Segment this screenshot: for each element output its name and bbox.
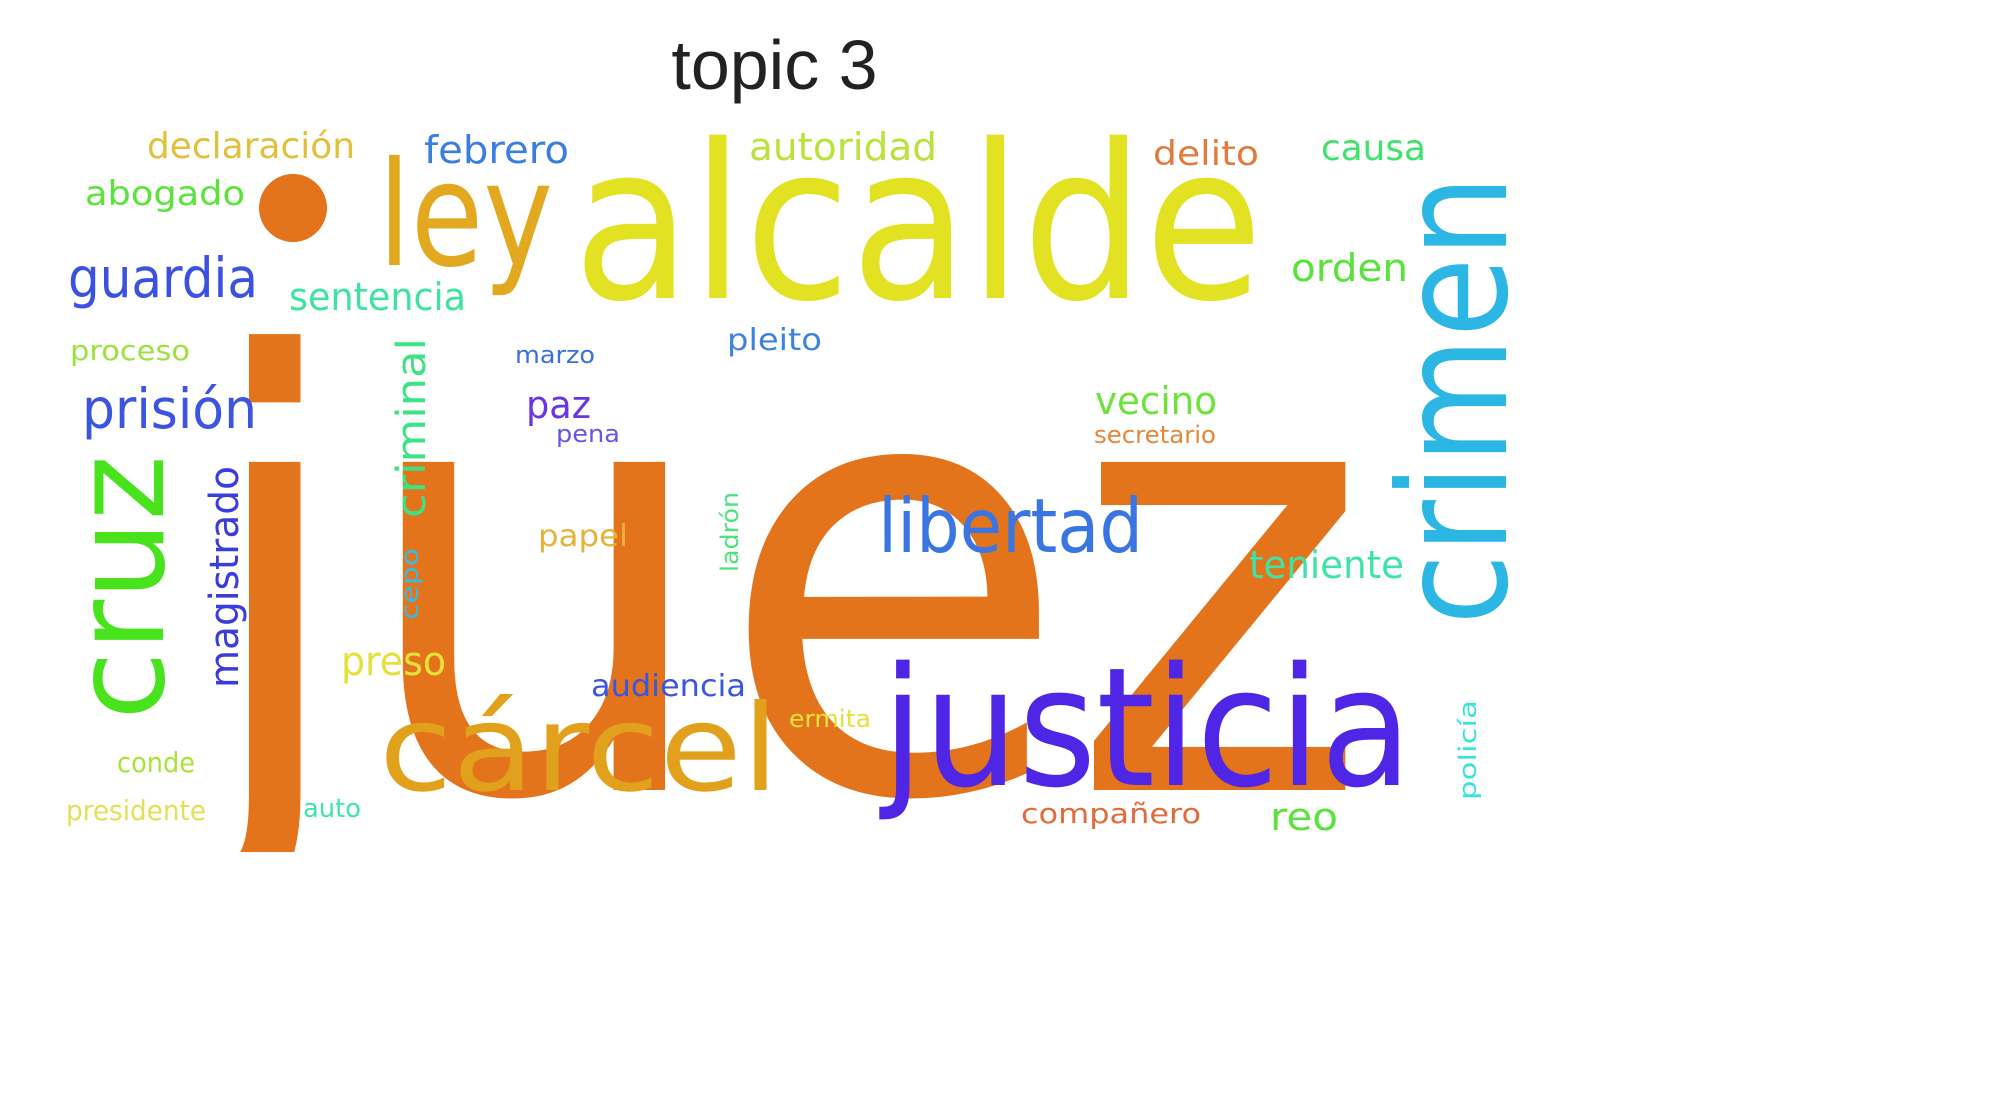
word-magistrado: magistrado bbox=[202, 466, 248, 688]
word-pena: pena bbox=[556, 420, 620, 448]
word-juez: juez bbox=[177, 233, 1370, 852]
word-audiencia: audiencia bbox=[591, 669, 746, 704]
chart-title: topic 3 bbox=[671, 26, 878, 104]
word-pleito: pleito bbox=[727, 323, 822, 358]
word-abogado: abogado bbox=[85, 174, 245, 214]
word-guardia: guardia bbox=[68, 246, 258, 310]
word-conde: conde bbox=[117, 746, 195, 779]
word-prisión: prisión bbox=[82, 377, 257, 441]
word-autoridad: autoridad bbox=[749, 125, 937, 169]
word-compañero: compañero bbox=[1021, 797, 1201, 830]
word-cárcel: cárcel bbox=[379, 680, 779, 819]
word-papel: papel bbox=[538, 519, 628, 554]
word-ermita: ermita bbox=[789, 705, 871, 733]
word-policía: policía bbox=[1454, 700, 1482, 800]
word-vecino: vecino bbox=[1095, 379, 1217, 423]
word-causa: causa bbox=[1321, 128, 1426, 169]
dot-shape bbox=[259, 174, 327, 242]
word-justicia: justicia bbox=[879, 632, 1412, 824]
word-proceso: proceso bbox=[70, 334, 190, 367]
word-orden: orden bbox=[1291, 246, 1408, 290]
word-cruz: cruz bbox=[48, 455, 193, 720]
word-ley: ley bbox=[378, 131, 553, 300]
word-reo: reo bbox=[1270, 795, 1338, 839]
word-libertad: libertad bbox=[878, 482, 1143, 570]
word-paz: paz bbox=[526, 383, 591, 427]
word-presidente: presidente bbox=[66, 794, 206, 827]
word-marzo: marzo bbox=[515, 341, 595, 369]
word-febrero: febrero bbox=[424, 128, 569, 172]
word-secretario: secretario bbox=[1094, 421, 1216, 449]
word-teniente: teniente bbox=[1249, 543, 1404, 587]
word-alcalde: alcalde bbox=[573, 98, 1263, 349]
word-ladrón: ladrón bbox=[716, 492, 744, 572]
word-sentencia: sentencia bbox=[289, 275, 466, 319]
word-crimen: crimen bbox=[1368, 175, 1542, 625]
word-criminal: criminal bbox=[389, 338, 435, 518]
word-auto: auto bbox=[303, 794, 361, 824]
word-cepo: cepo bbox=[396, 548, 424, 620]
word-declaración: declaración bbox=[147, 126, 355, 167]
word-delito: delito bbox=[1153, 134, 1259, 174]
word-preso: preso bbox=[341, 639, 446, 685]
